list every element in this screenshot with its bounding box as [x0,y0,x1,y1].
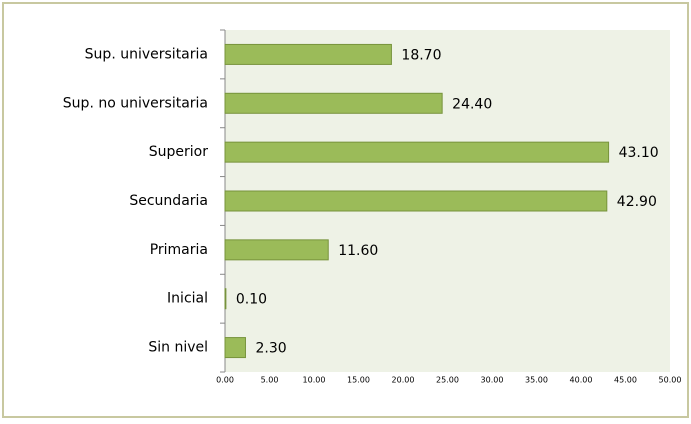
y-tick-label: Sin nivel [148,340,208,356]
value-label: 11.60 [338,243,378,259]
y-tick-label: Inicial [167,291,208,307]
y-tick-label: Secundaria [129,193,208,209]
x-tick-label: 45.00 [614,376,637,385]
bar [224,337,246,359]
x-tick-label: 40.00 [570,376,593,385]
value-label: 42.90 [617,194,657,210]
bar [224,288,227,310]
bar [224,92,443,114]
x-tick-label: 10.00 [303,376,326,385]
bar [224,190,608,212]
y-tick-label: Sup. no universitaria [63,95,208,111]
y-tick-label: Superior [149,144,208,160]
x-tick-label: 5.00 [261,376,279,385]
y-tick-label: Primaria [150,242,208,258]
bar [224,141,610,163]
value-label: 18.70 [401,47,441,63]
x-tick-label: 30.00 [481,376,504,385]
x-tick-label: 50.00 [659,376,682,385]
x-tick-label: 25.00 [436,376,459,385]
value-label: 24.40 [452,96,492,112]
value-label: 0.10 [236,292,267,308]
x-tick-label: 0.00 [216,376,234,385]
y-tick-label: Sup. universitaria [85,46,208,62]
value-label: 43.10 [619,145,659,161]
x-tick-label: 15.00 [347,376,370,385]
bar [224,239,329,261]
x-tick-label: 20.00 [392,376,415,385]
value-label: 2.30 [255,341,286,357]
bar [224,43,392,65]
x-tick-label: 35.00 [525,376,548,385]
